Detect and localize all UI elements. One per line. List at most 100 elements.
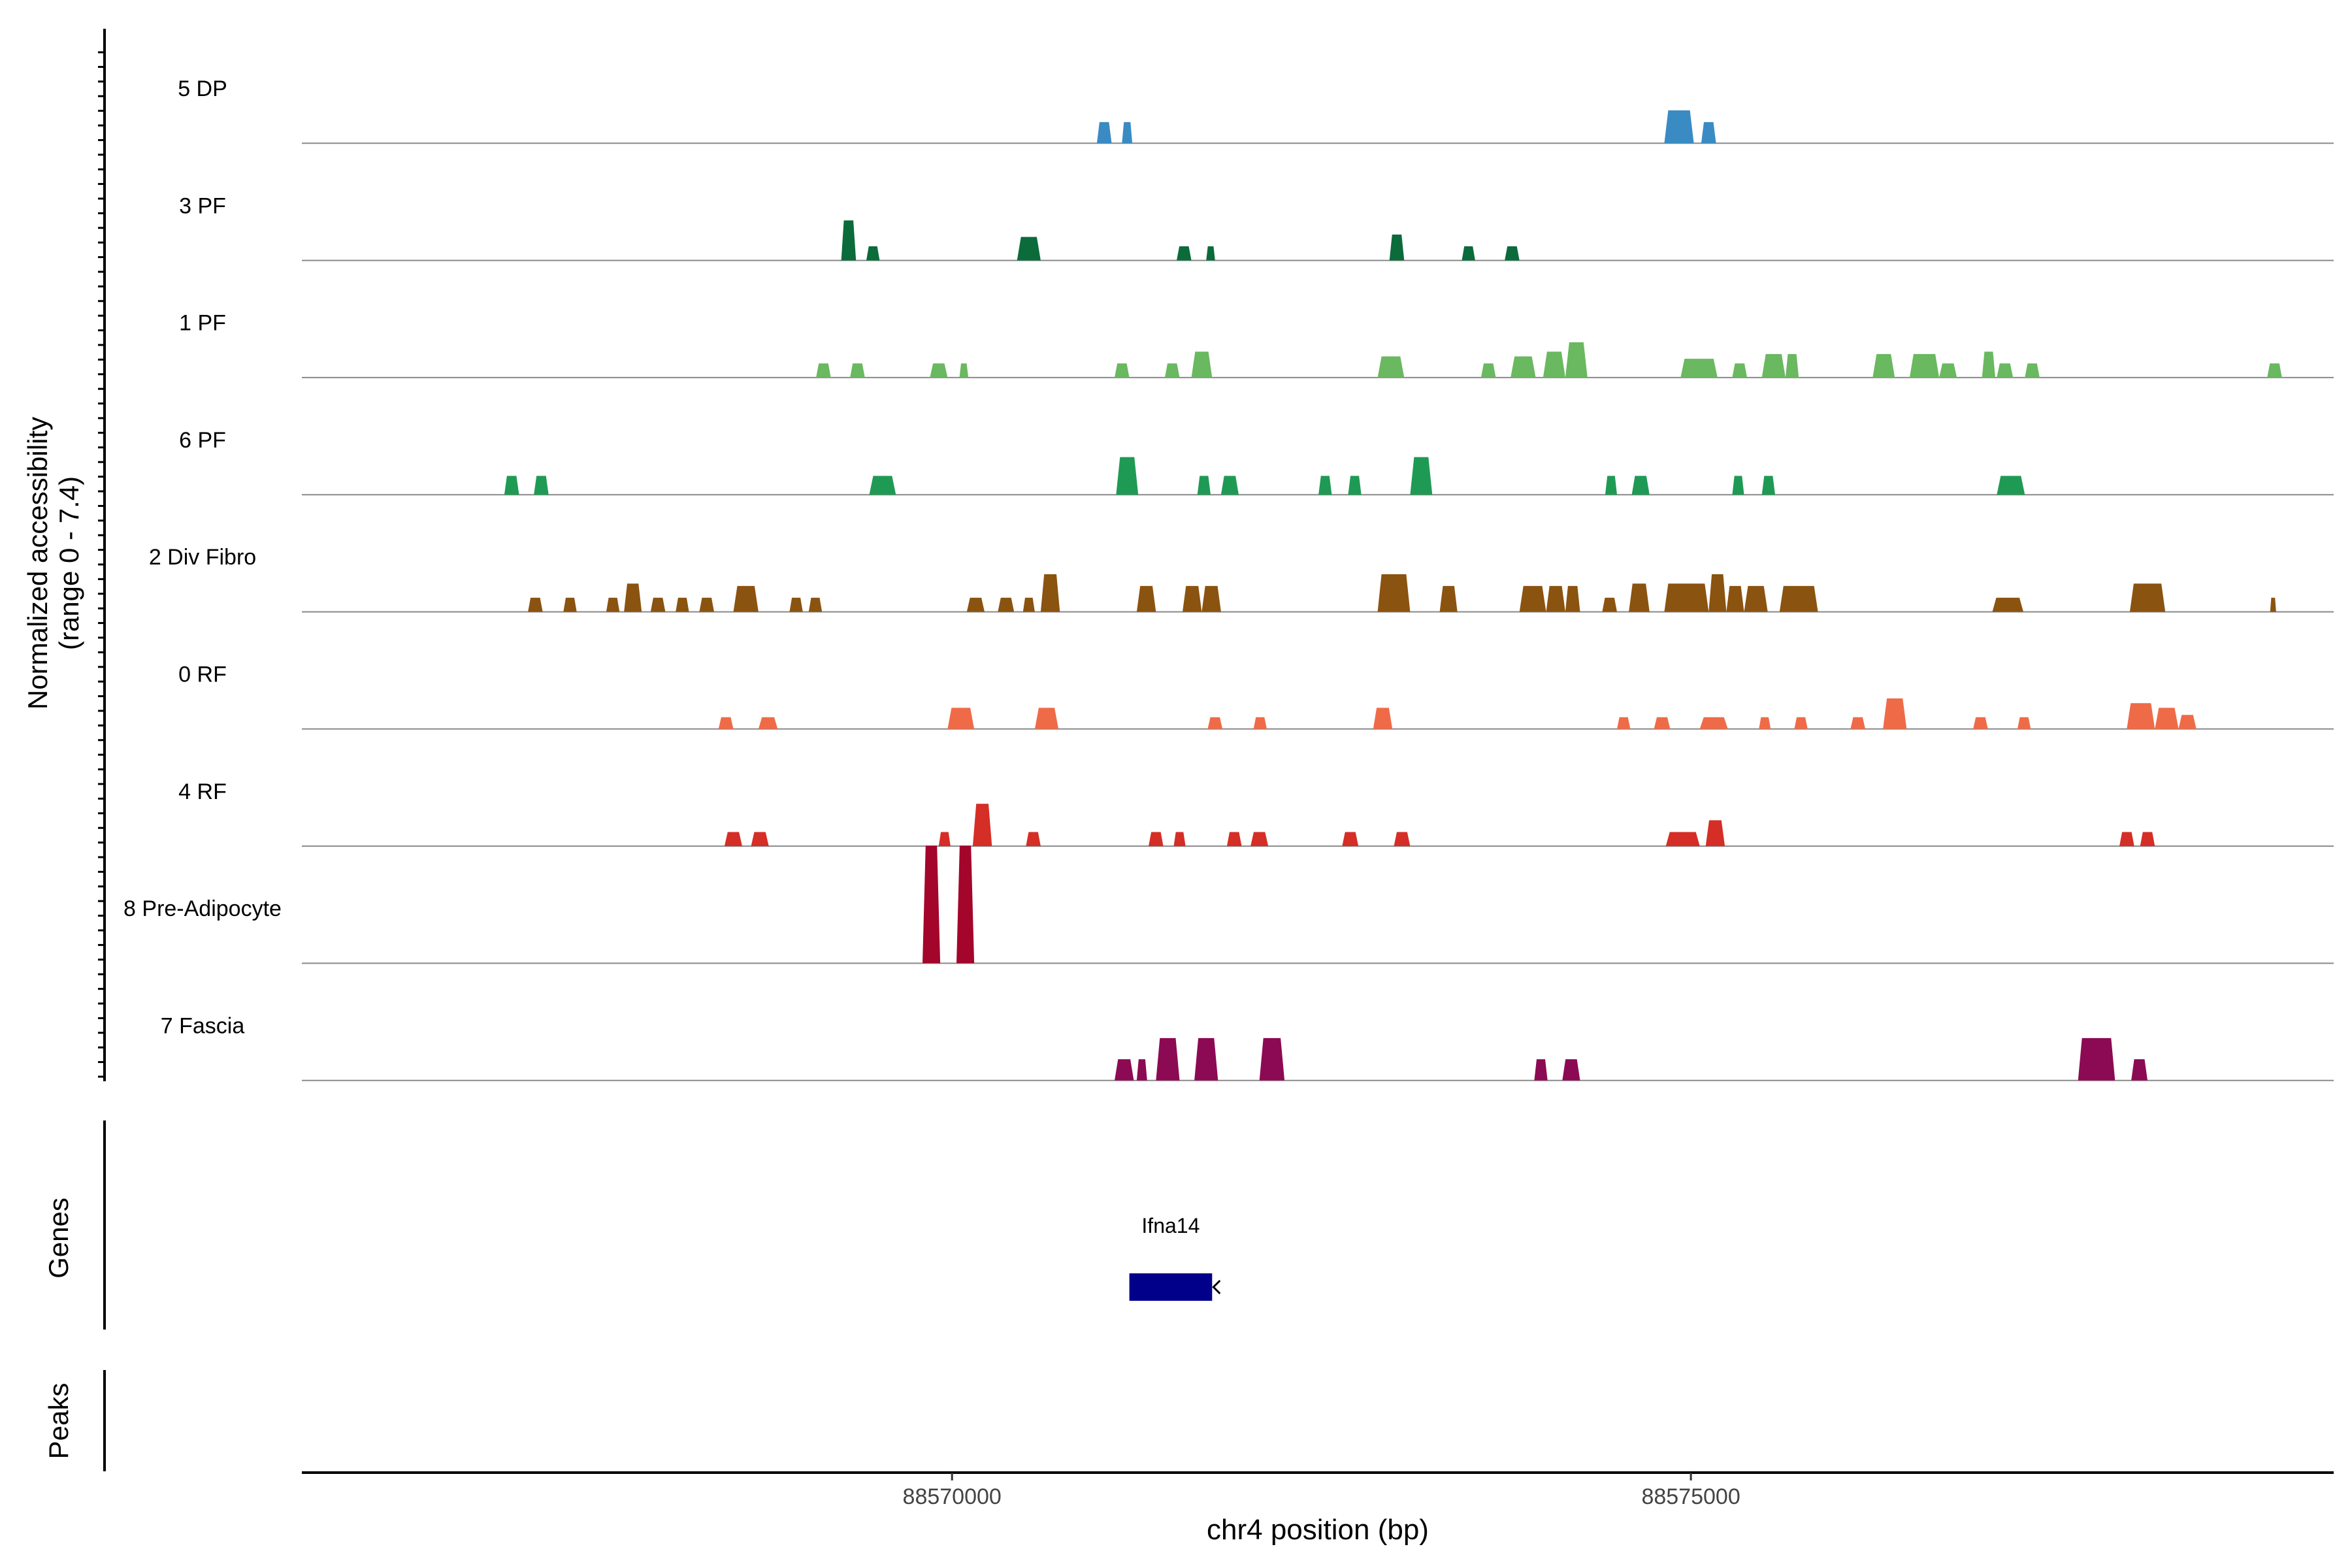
coverage-peak: [2078, 1037, 2115, 1081]
coverage-peak: [808, 597, 823, 612]
coverage-peak: [1480, 363, 1496, 378]
coverage-peak: [1665, 832, 1700, 847]
track-5: 0 RF: [178, 662, 2334, 730]
coverage-peak: [1173, 832, 1186, 847]
coverage-peak: [1761, 476, 1775, 495]
coverage-peak: [1377, 574, 1411, 612]
track-label: 4 RF: [178, 779, 227, 804]
coverage-peak: [1909, 353, 1940, 378]
track-label: 7 Fascia: [161, 1013, 245, 1038]
coverage-peak: [1534, 1059, 1548, 1081]
coverage-peak: [1779, 585, 1818, 612]
coverage-peak: [563, 597, 577, 612]
coverage-peak: [1732, 363, 1748, 378]
coverage-peak: [2270, 597, 2276, 612]
coverage-peak: [1207, 717, 1223, 729]
track-label: 0 RF: [178, 662, 227, 687]
track-0: 5 DP: [178, 76, 2334, 144]
coverage-peak: [1206, 246, 1215, 261]
coverage-peak: [1226, 832, 1242, 847]
track-label: 6 PF: [179, 428, 226, 453]
coverage-peak: [1631, 476, 1650, 495]
coverage-peak: [959, 363, 969, 378]
coverage-peak: [1034, 708, 1059, 729]
coverage-peak: [606, 597, 620, 612]
coverage-peak: [1164, 363, 1180, 378]
coverage-peak: [930, 363, 948, 378]
coverage-peak: [1220, 476, 1239, 495]
coverage-peak: [1026, 832, 1041, 847]
coverage-peak: [718, 717, 734, 729]
coverage-peak: [1136, 585, 1156, 612]
coverage-peak: [528, 597, 543, 612]
coverage-peak: [1701, 122, 1716, 144]
coverage-peak: [1040, 574, 1060, 612]
coverage-peak: [650, 597, 666, 612]
coverage-peak: [1136, 1059, 1147, 1081]
coverage-peak: [1629, 583, 1650, 612]
coverage-peak: [1022, 597, 1035, 612]
coverage-peak: [2267, 363, 2282, 378]
coverage-peak: [1565, 342, 1588, 378]
coverage-peak: [1602, 597, 1617, 612]
coverage-peak: [1250, 832, 1269, 847]
coverage-peak: [2155, 708, 2179, 729]
coverage-peak: [1394, 832, 1411, 847]
coverage-peak: [1997, 363, 2014, 378]
coverage-peak: [1543, 351, 1565, 378]
coverage-peak: [1410, 457, 1433, 495]
coverage-peak: [1664, 583, 1709, 612]
coverage-peak: [1259, 1037, 1285, 1081]
peaks-section-label: Peaks: [43, 1383, 74, 1460]
x-tick-label: 88570000: [903, 1484, 1002, 1509]
coverage-peak: [850, 363, 865, 378]
coverage-peak: [534, 476, 549, 495]
coverage-peak: [1115, 363, 1130, 378]
coverage-peak: [1617, 717, 1631, 729]
track-6: 4 RF: [178, 779, 2334, 847]
accessibility-axis-ticks: [98, 51, 105, 1078]
coverage-peak: [1183, 585, 1202, 612]
coverage-peak: [947, 708, 975, 729]
coverage-peak: [733, 585, 759, 612]
coverage-peak: [1377, 356, 1405, 378]
coverage-peak: [2119, 832, 2134, 847]
coverage-peak: [1318, 476, 1332, 495]
coverage-peak: [2131, 1059, 2148, 1081]
coverage-peak: [624, 583, 642, 612]
track-3: 6 PF: [179, 428, 2334, 496]
coverage-peak: [1348, 476, 1362, 495]
coverage-peak: [1726, 585, 1744, 612]
coverage-peak: [1505, 246, 1520, 261]
gene-body: [1129, 1273, 1213, 1301]
coverage-peak: [2017, 717, 2031, 729]
coverage-peak: [1883, 698, 1907, 729]
coverage-peak: [699, 597, 714, 612]
coverage-peak: [758, 717, 778, 729]
coverage-peak: [998, 597, 1015, 612]
coverage-peak: [1546, 585, 1565, 612]
coverage-peak: [1785, 353, 1799, 378]
coverage-peak: [1191, 351, 1213, 378]
coverage-peak: [1562, 1059, 1580, 1081]
coverage-peak: [1699, 717, 1728, 729]
track-2: 1 PF: [179, 311, 2334, 378]
coverage-peak: [1982, 351, 1995, 378]
coverage-peak: [841, 220, 857, 261]
y-axis-title-line1: Normalized accessibility: [22, 417, 53, 710]
gene-label: Ifna14: [1141, 1214, 1200, 1237]
coverage-peak: [1116, 457, 1139, 495]
coverage-peak: [1705, 820, 1725, 847]
coverage-peak: [1342, 832, 1359, 847]
genes-section-label: Genes: [43, 1198, 74, 1279]
coverage-peak: [1156, 1037, 1180, 1081]
track-label: 3 PF: [179, 193, 226, 218]
coverage-peak: [966, 597, 985, 612]
track-8: 7 Fascia: [161, 1013, 2334, 1081]
coverage-peak: [1605, 476, 1617, 495]
track-label: 1 PF: [179, 311, 226, 336]
coverage-peak: [938, 832, 951, 847]
coverage-peak: [1096, 122, 1112, 144]
coverage-peak: [1992, 597, 2023, 612]
